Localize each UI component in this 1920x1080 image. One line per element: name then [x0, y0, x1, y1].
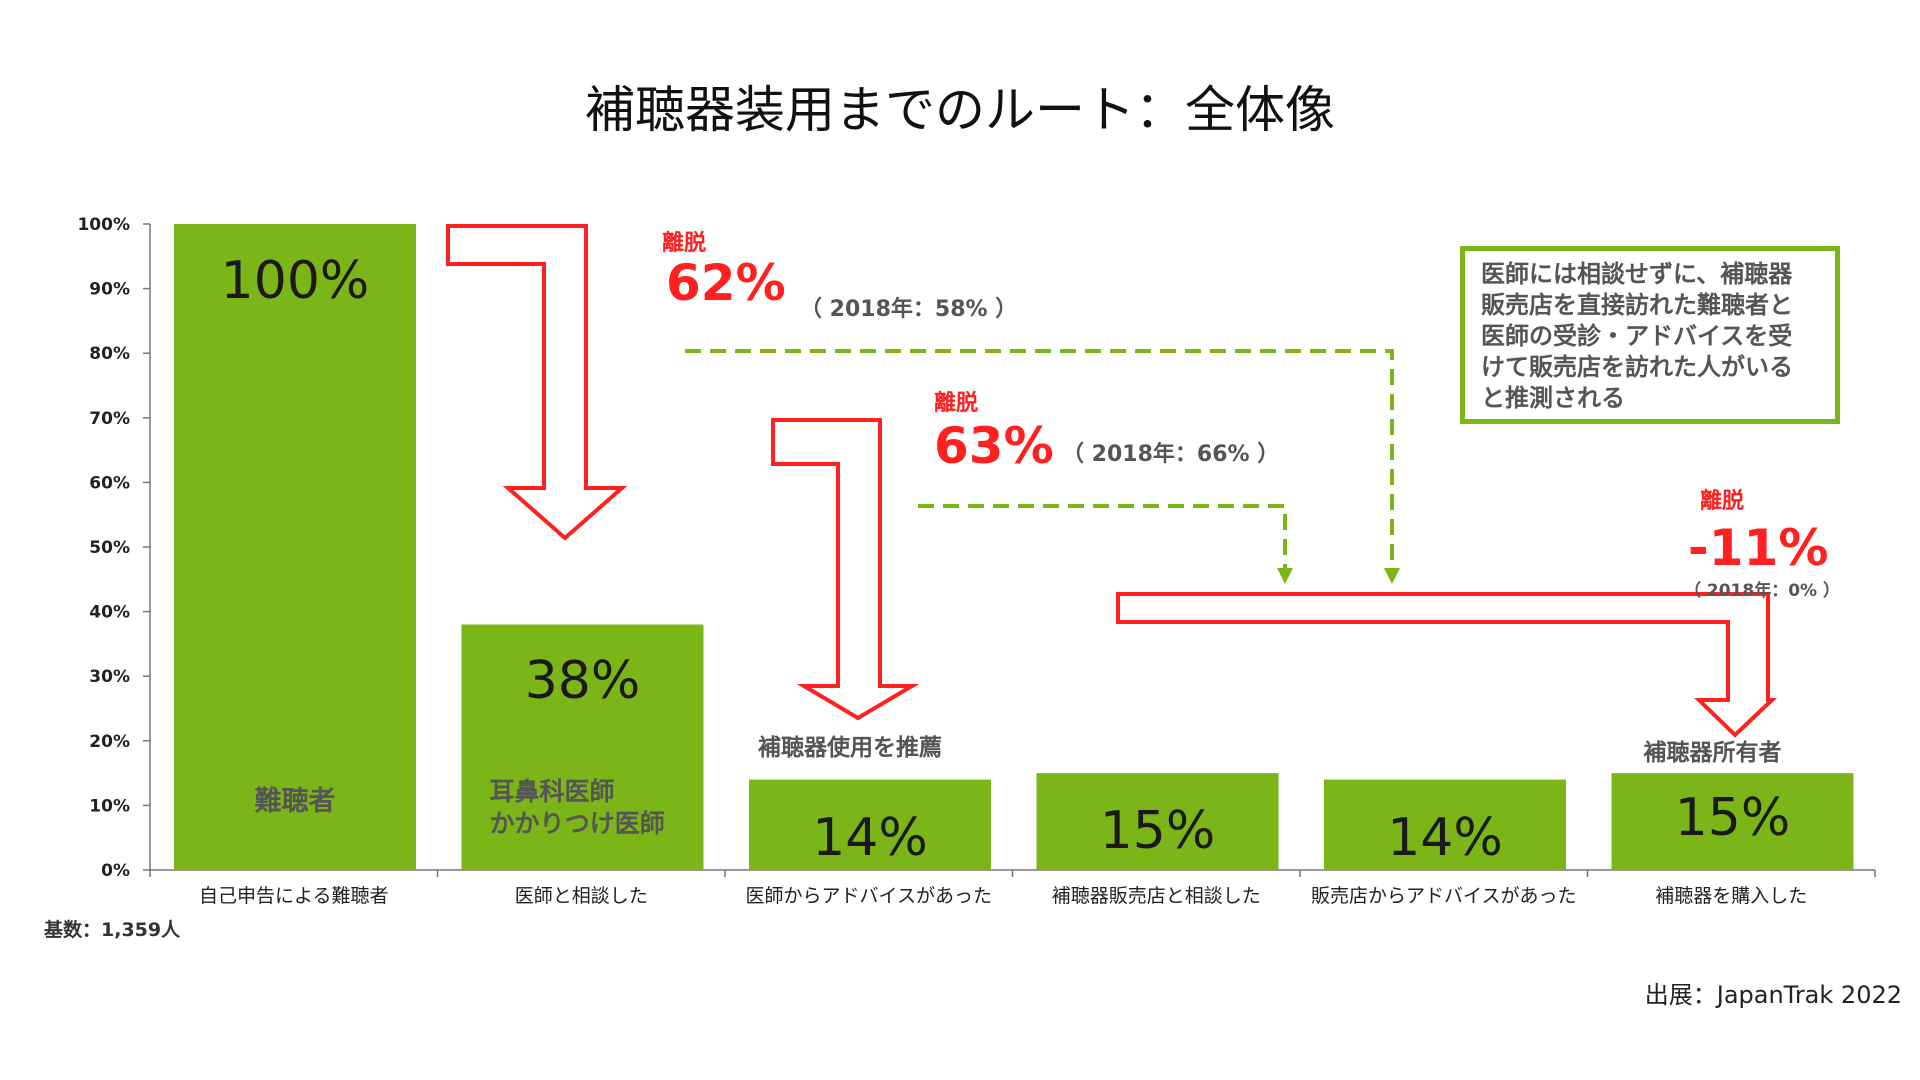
bar-above-label: 補聴器所有者: [1643, 739, 1782, 766]
x-tick-label: 補聴器を購入した: [1655, 885, 1807, 907]
x-tick-label: 医師からアドバイスがあった: [746, 885, 992, 907]
dropout-value: -11%: [1688, 519, 1828, 577]
dropout-2018-comparison: （ 2018年：0% ）: [1684, 580, 1840, 601]
bar: [174, 224, 416, 870]
y-tick-label: 60%: [89, 473, 130, 493]
dropout-2018-comparison: （ 2018年：58% ）: [800, 296, 1017, 322]
bar-value-label: 15%: [1675, 788, 1791, 848]
dashed-connector-1: [685, 349, 1394, 572]
bar: [1611, 773, 1854, 870]
bar-value-label: 100%: [221, 251, 370, 311]
base-count: 基数：1,359人: [44, 919, 181, 941]
bar-inner-label: 難聴者: [255, 786, 336, 817]
source-credit: 出展：JapanTrak 2022: [1644, 981, 1902, 1009]
dropout-label: 離脱: [662, 230, 706, 256]
dropout-value: 63%: [934, 417, 1054, 475]
dashed-connector-head-1: [1384, 568, 1400, 584]
explanation-note-box: 医師には相談せずに、補聴器 販売店を直接訪れた難聴者と 医師の受診・アドバイスを…: [1460, 246, 1840, 424]
bar: [749, 779, 991, 870]
x-tick-label: 医師と相談した: [515, 885, 648, 907]
y-tick-label: 80%: [89, 344, 130, 364]
bar-inner-label: かかりつけ医師: [490, 809, 665, 838]
note-line: と推測される: [1481, 384, 1625, 412]
bar: [461, 624, 704, 870]
y-tick-label: 40%: [89, 603, 130, 623]
dashed-connector-head-2: [1277, 568, 1293, 584]
y-tick-label: 50%: [89, 538, 130, 558]
slide-title: 補聴器装用までのルート：全体像: [585, 81, 1335, 139]
bar: [1036, 773, 1279, 870]
dropout-label: 離脱: [934, 390, 978, 416]
dropout-value: 62%: [666, 254, 786, 312]
y-tick-label: 100%: [77, 215, 130, 235]
y-tick-label: 0%: [101, 861, 130, 881]
note-line: 販売店を直接訪れた難聴者と: [1481, 291, 1793, 319]
bar-value-label: 14%: [1387, 808, 1503, 868]
dropout-arrow-3: [1116, 592, 1778, 738]
dropout-2018-comparison: （ 2018年：66% ）: [1062, 441, 1279, 467]
bar-above-label: 補聴器使用を推薦: [757, 735, 942, 761]
bar-inner-label: 耳鼻科医師: [490, 777, 615, 806]
y-tick-label: 10%: [89, 796, 130, 816]
bar-value-label: 15%: [1100, 801, 1216, 861]
y-tick-label: 30%: [89, 667, 130, 687]
y-tick-label: 20%: [89, 732, 130, 752]
bar: [1324, 779, 1566, 870]
note-line: 医師には相談せずに、補聴器: [1481, 260, 1793, 288]
dropout-label: 離脱: [1700, 488, 1744, 514]
y-tick-label: 90%: [89, 280, 130, 300]
x-tick-label: 自己申告による難聴者: [199, 885, 388, 907]
y-tick-label: 70%: [89, 409, 130, 429]
x-tick-label: 販売店からアドバイスがあった: [1311, 885, 1576, 907]
note-line: 医師の受診・アドバイスを受: [1481, 322, 1793, 350]
dropout-arrow-1: [446, 224, 628, 541]
note-line: けて販売店を訪れた人がいる: [1481, 353, 1793, 381]
bar-value-label: 14%: [812, 808, 928, 868]
x-tick-label: 補聴器販売店と相談した: [1052, 885, 1261, 907]
dashed-connector-2: [918, 504, 1287, 572]
dropout-arrow-2: [771, 418, 920, 721]
bar-value-label: 38%: [525, 651, 641, 711]
